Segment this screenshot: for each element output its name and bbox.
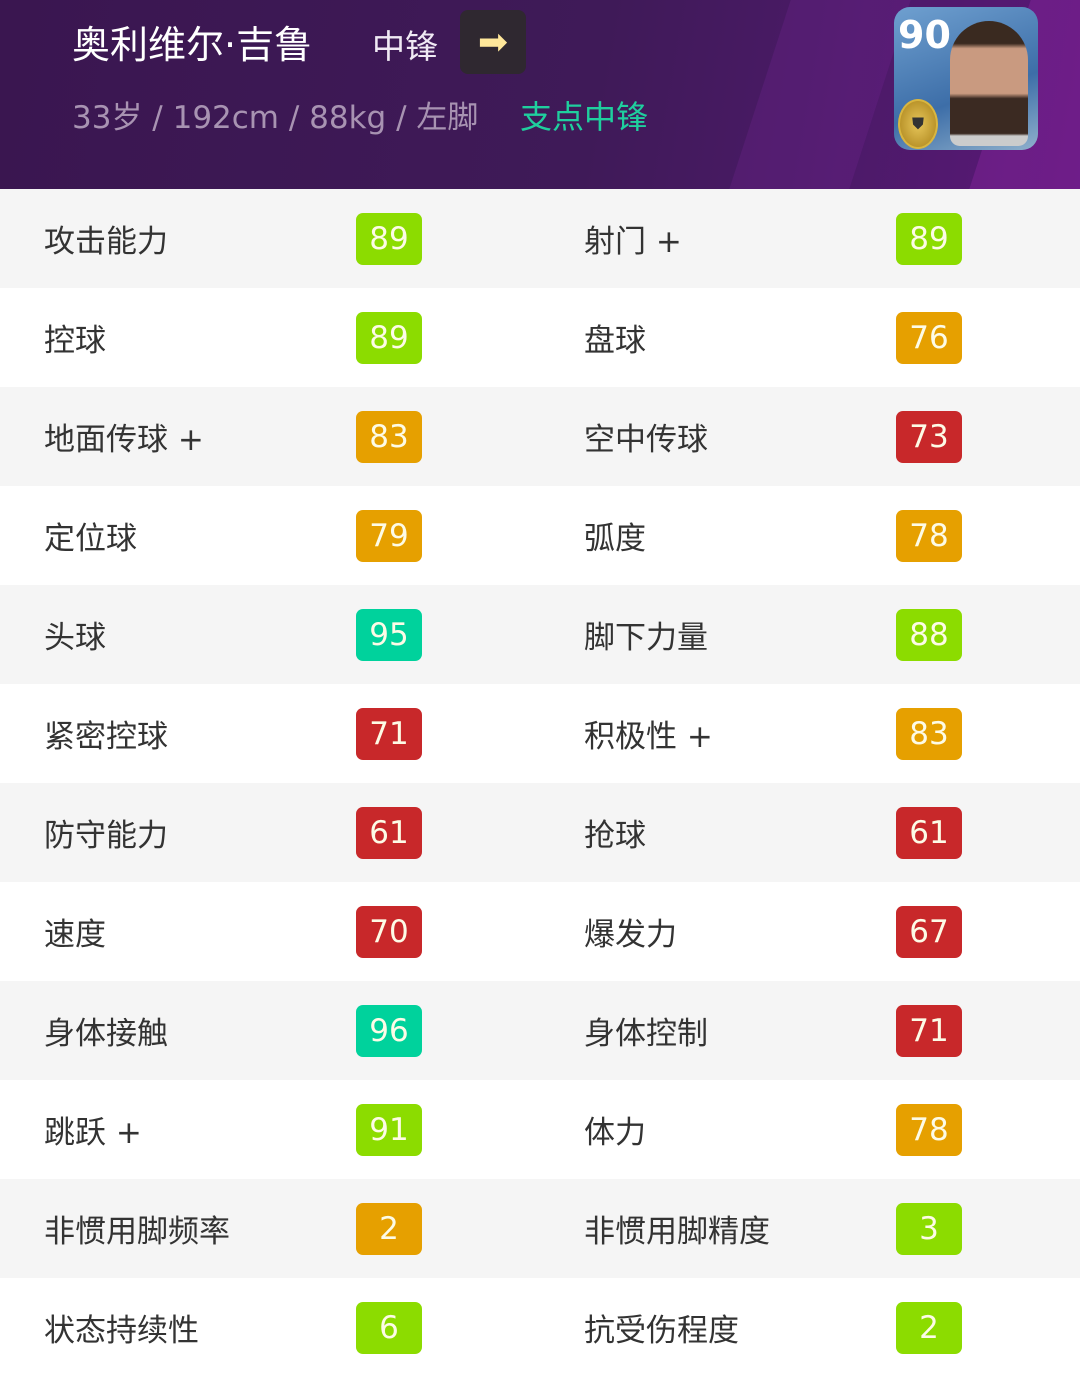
stat-value-badge: 83 [356, 411, 422, 463]
stat-value-badge: 76 [896, 312, 962, 364]
stat-value-badge: 70 [356, 906, 422, 958]
stat-value-badge: 89 [896, 213, 962, 265]
stat-label: 身体接触 [44, 1016, 168, 1052]
stat-value-badge: 96 [356, 1005, 422, 1057]
stat-label: 积极性 + [584, 719, 713, 755]
stat-value-badge: 71 [896, 1005, 962, 1057]
position-switch-button[interactable]: ➡ [460, 10, 526, 74]
stat-label: 头球 [44, 620, 106, 656]
stat-value-badge: 79 [356, 510, 422, 562]
stat-row: 紧密控球 71 积极性 + 83 [0, 684, 1080, 783]
stat-label: 防守能力 [44, 818, 168, 854]
stat-value-badge: 61 [896, 807, 962, 859]
stat-row: 控球 89 盘球 76 [0, 288, 1080, 387]
player-position: 中锋 [372, 27, 438, 66]
stat-label: 定位球 [44, 521, 137, 557]
arrow-right-icon: ➡ [477, 21, 509, 63]
stat-row: 防守能力 61 抢球 61 [0, 783, 1080, 882]
stat-label: 状态持续性 [44, 1313, 199, 1349]
player-role: 支点中锋 [520, 98, 649, 136]
stat-label: 速度 [44, 917, 106, 953]
stat-row: 非惯用脚频率 2 非惯用脚精度 3 [0, 1179, 1080, 1278]
stats-table: 攻击能力 89 射门 + 89 控球 89 盘球 76 地面传球 + 83 空中传球 73 定位球 79 弧… [0, 189, 1080, 1377]
stat-row: 头球 95 脚下力量 88 [0, 585, 1080, 684]
stat-label: 盘球 [584, 323, 646, 359]
stat-label: 地面传球 + [44, 422, 204, 458]
stat-label: 跳跃 + [44, 1115, 142, 1151]
player-info: 33岁 / 192cm / 88kg / 左脚 [72, 100, 479, 136]
stat-row: 跳跃 + 91 体力 78 [0, 1080, 1080, 1179]
stat-label: 脚下力量 [584, 620, 708, 656]
stat-value-badge: 89 [356, 213, 422, 265]
player-portrait [950, 21, 1028, 146]
stat-row: 速度 70 爆发力 67 [0, 882, 1080, 981]
stat-row: 状态持续性 6 抗受伤程度 2 [0, 1278, 1080, 1377]
stat-value-badge: 71 [356, 708, 422, 760]
stat-label: 身体控制 [584, 1016, 708, 1052]
stat-label: 射门 + [584, 224, 682, 260]
stat-label: 非惯用脚精度 [584, 1214, 770, 1250]
stat-row: 地面传球 + 83 空中传球 73 [0, 387, 1080, 486]
stat-value-badge: 83 [896, 708, 962, 760]
stat-row: 攻击能力 89 射门 + 89 [0, 189, 1080, 288]
stat-label: 非惯用脚频率 [44, 1214, 230, 1250]
player-name: 奥利维尔·吉鲁 [72, 23, 313, 67]
stat-label: 控球 [44, 323, 106, 359]
stat-value-badge: 78 [896, 510, 962, 562]
stat-row: 身体接触 96 身体控制 71 [0, 981, 1080, 1080]
stat-value-badge: 67 [896, 906, 962, 958]
stat-label: 紧密控球 [44, 719, 168, 755]
stat-value-badge: 2 [896, 1302, 962, 1354]
stat-label: 弧度 [584, 521, 646, 557]
stat-label: 爆发力 [584, 917, 677, 953]
stat-value-badge: 95 [356, 609, 422, 661]
stat-value-badge: 91 [356, 1104, 422, 1156]
stat-value-badge: 73 [896, 411, 962, 463]
stat-label: 空中传球 [584, 422, 708, 458]
stat-label: 攻击能力 [44, 224, 168, 260]
stat-value-badge: 2 [356, 1203, 422, 1255]
stat-value-badge: 3 [896, 1203, 962, 1255]
stat-value-badge: 61 [356, 807, 422, 859]
stat-label: 体力 [584, 1115, 646, 1151]
card-rating: 90 [898, 13, 951, 57]
decor-stripe [729, 0, 911, 189]
stat-value-badge: 88 [896, 609, 962, 661]
stat-value-badge: 89 [356, 312, 422, 364]
stat-label: 抗受伤程度 [584, 1313, 739, 1349]
stat-value-badge: 6 [356, 1302, 422, 1354]
player-card[interactable]: 90 ⛊ [894, 7, 1038, 150]
player-header: 奥利维尔·吉鲁 中锋 ➡ 33岁 / 192cm / 88kg / 左脚 支点中… [0, 0, 1080, 189]
stat-row: 定位球 79 弧度 78 [0, 486, 1080, 585]
club-badge-icon: ⛊ [898, 99, 938, 149]
stat-label: 抢球 [584, 818, 646, 854]
stat-value-badge: 78 [896, 1104, 962, 1156]
